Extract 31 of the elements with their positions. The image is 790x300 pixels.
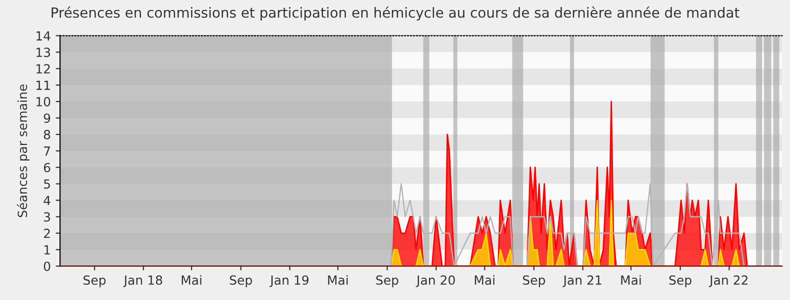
x-tick-label: Sep bbox=[669, 275, 692, 288]
y-tick-label: 9 bbox=[44, 113, 50, 123]
y-tick-label: 6 bbox=[44, 162, 50, 172]
x-tick-label: Jan 20 bbox=[416, 275, 455, 288]
x-tick-label: Mai bbox=[328, 275, 348, 285]
chart-title: Présences en commissions et participation en hémicycle au cours de sa dernière année de mandat bbox=[52, 6, 740, 20]
x-tick-label: Mai bbox=[182, 275, 202, 285]
x-tick-label: Sep bbox=[84, 275, 106, 288]
y-tick-label: 10 bbox=[36, 97, 50, 106]
y-tick-label: 4 bbox=[44, 196, 50, 206]
y-tick-label: 12 bbox=[36, 64, 50, 74]
x-tick-label: Jan 22 bbox=[708, 275, 748, 288]
y-tick-label: 2 bbox=[44, 228, 50, 238]
y-tick-label: 3 bbox=[44, 212, 50, 222]
x-tick-label: Jan 21 bbox=[562, 275, 602, 288]
x-tick-label: Jan 18 bbox=[123, 275, 162, 288]
x-tick-label: Sep bbox=[522, 275, 546, 288]
y-tick-label: 1 bbox=[44, 245, 50, 254]
y-axis-title: Séances par semaine bbox=[16, 84, 30, 218]
y-tick-label: 0 bbox=[44, 262, 50, 272]
x-tick-label: Sep bbox=[230, 275, 252, 288]
y-tick-label: 5 bbox=[44, 179, 50, 189]
x-tick-label: Jan 19 bbox=[270, 275, 308, 288]
x-tick-label: Mai bbox=[621, 275, 641, 285]
y-tick-label: 13 bbox=[36, 48, 50, 58]
x-tick-label: Mai bbox=[474, 275, 494, 285]
x-tick-label: Sep bbox=[376, 275, 398, 288]
y-tick-label: 14 bbox=[36, 31, 50, 40]
y-tick-label: 11 bbox=[36, 80, 50, 90]
y-tick-label: 7 bbox=[44, 146, 50, 156]
y-tick-label: 8 bbox=[44, 130, 50, 140]
